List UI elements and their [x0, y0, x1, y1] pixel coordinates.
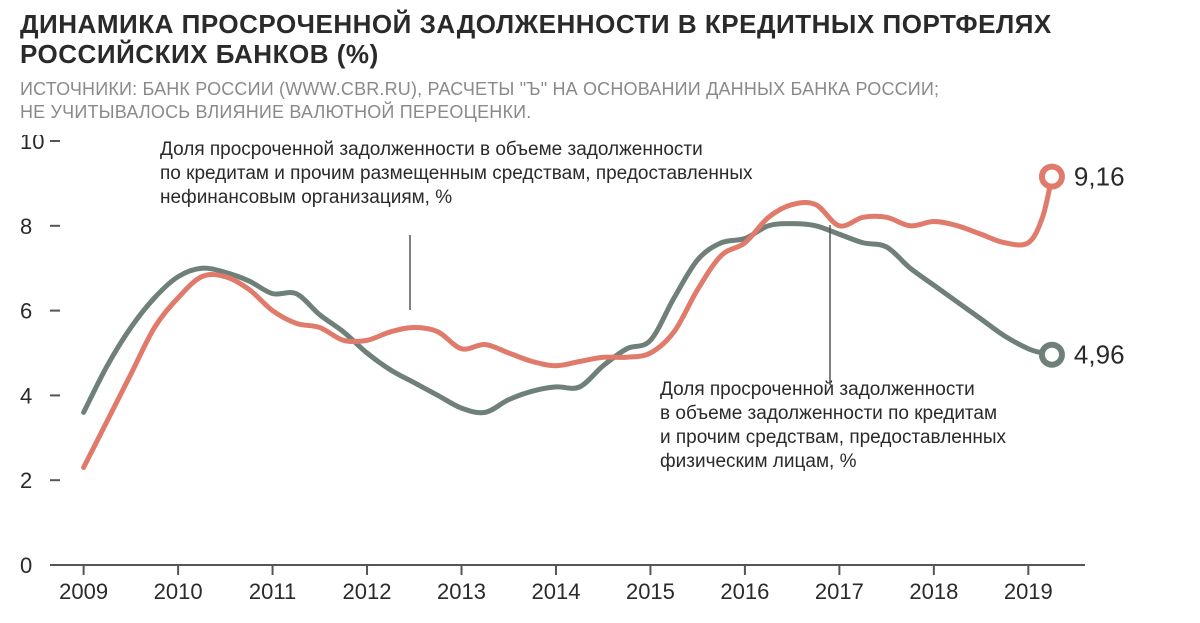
- x-tick-label: 2015: [626, 579, 675, 604]
- x-tick-label: 2011: [249, 579, 296, 604]
- chart-container: 0 2 4 6 8 10 2009 2010 2011 2012 2013 2014 2015 2016 2…: [20, 135, 1180, 605]
- source-line-2: НЕ УЧИТЫВАЛОСЬ ВЛИЯНИЕ ВАЛЮТНОЙ ПЕРЕОЦЕН…: [20, 102, 531, 122]
- annotation-corporate: нефинансовым организациям, %: [160, 187, 452, 208]
- annotation-retail: Доля просроченной задолженности: [660, 379, 975, 400]
- end-value-corporate: 9,16: [1074, 161, 1125, 191]
- end-marker-corporate: [1042, 166, 1062, 186]
- x-tick-label: 2012: [343, 579, 392, 604]
- y-tick-label: 6: [20, 298, 32, 323]
- line-chart: 0 2 4 6 8 10 2009 2010 2011 2012 2013 2014 2015 2016 2…: [20, 135, 1180, 605]
- chart-source: ИСТОЧНИКИ: БАНК РОССИИ (WWW.CBR.RU), РАС…: [20, 78, 1180, 125]
- chart-title: ДИНАМИКА ПРОСРОЧЕННОЙ ЗАДОЛЖЕННОСТИ В КР…: [20, 10, 1180, 70]
- annotation-retail: в объеме задолженности по кредитам: [660, 403, 997, 424]
- x-tick-label: 2019: [1004, 579, 1053, 604]
- end-value-retail: 4,96: [1074, 339, 1125, 369]
- x-tick-label: 2017: [815, 579, 864, 604]
- x-tick-label: 2010: [154, 579, 203, 604]
- annotation-corporate: Доля просроченной задолженности в объеме…: [160, 139, 703, 160]
- annotation-corporate: по кредитам и прочим размещенным средств…: [160, 163, 753, 184]
- x-tick-label: 2018: [909, 579, 958, 604]
- end-marker-retail: [1042, 344, 1062, 364]
- x-tick-label: 2009: [59, 579, 108, 604]
- annotation-retail: физическим лицам, %: [660, 451, 857, 472]
- y-tick-label: 4: [20, 383, 32, 408]
- y-tick-label: 8: [20, 213, 32, 238]
- annotation-retail: и прочим средствам, предоставленных: [660, 427, 1006, 448]
- source-line-1: ИСТОЧНИКИ: БАНК РОССИИ (WWW.CBR.RU), РАС…: [20, 79, 939, 99]
- x-tick-label: 2013: [437, 579, 486, 604]
- y-tick-label: 10: [20, 135, 44, 154]
- x-tick-label: 2016: [720, 579, 769, 604]
- x-tick-label: 2014: [531, 579, 580, 604]
- y-tick-label: 2: [20, 468, 32, 493]
- y-tick-label: 0: [20, 553, 32, 578]
